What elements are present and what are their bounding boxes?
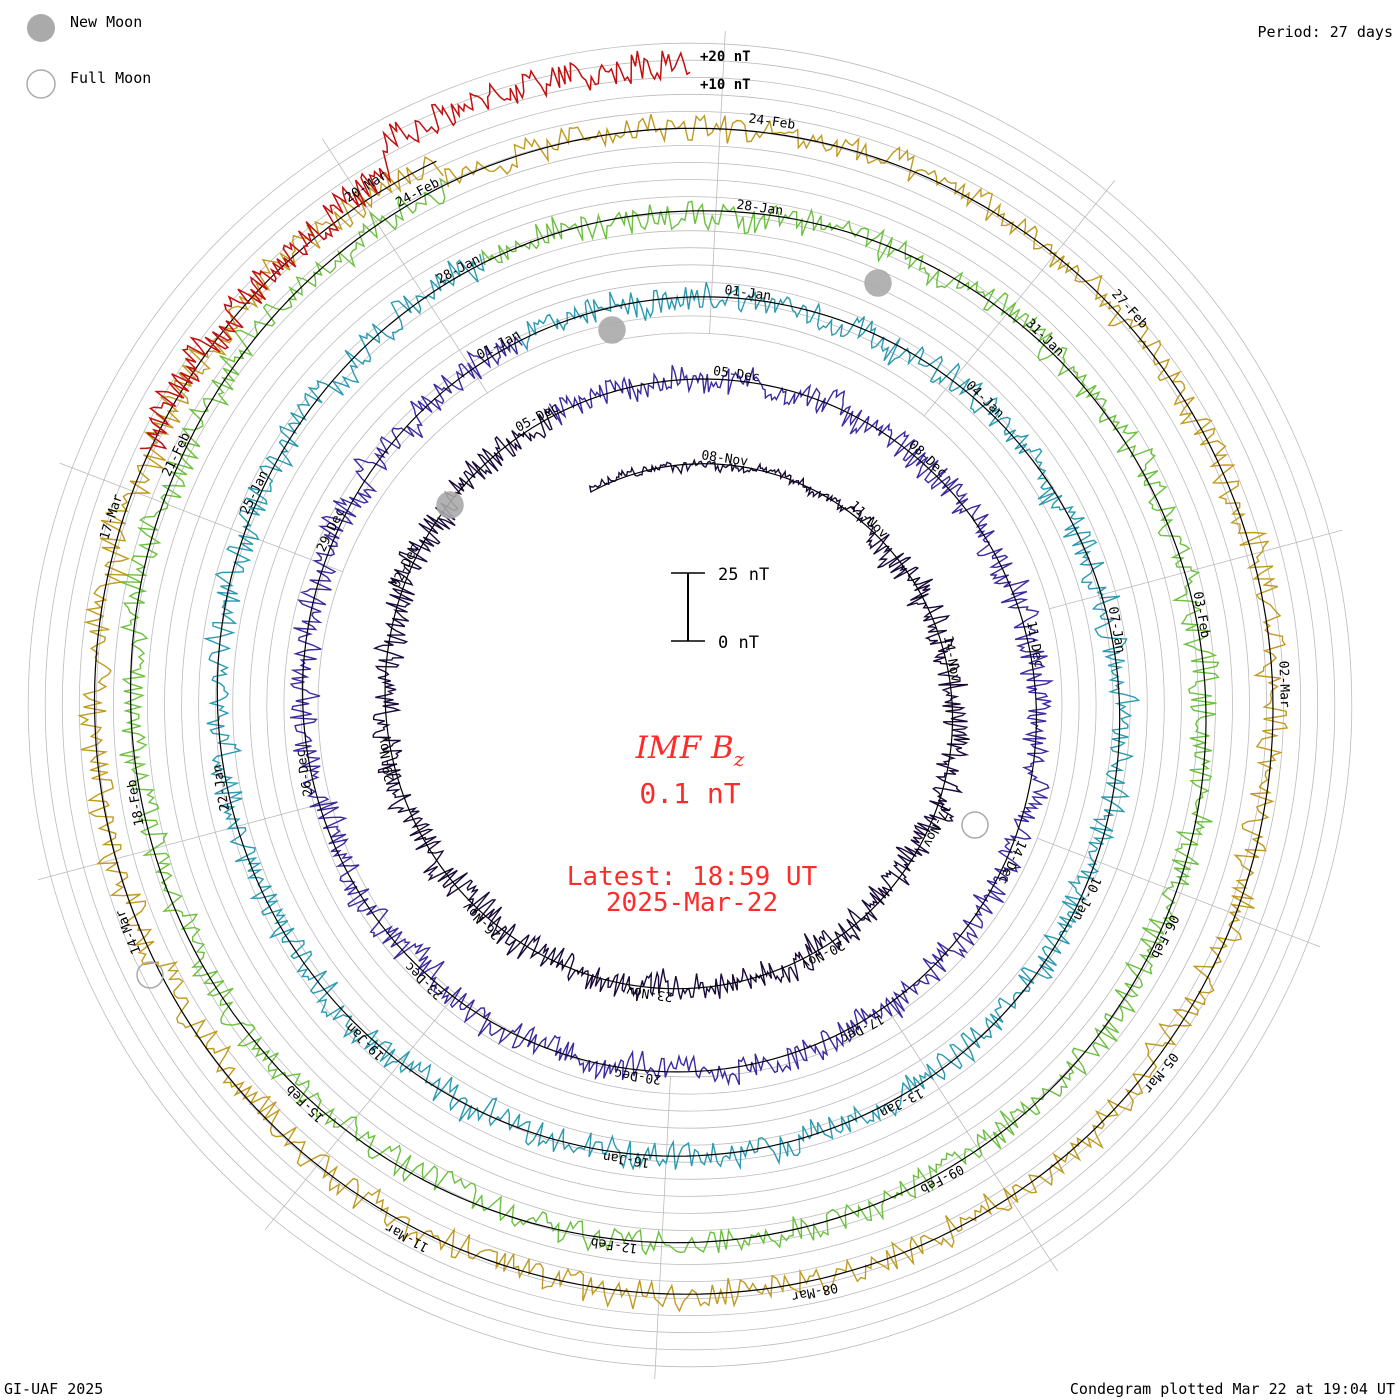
date-label: 14-Nov [940, 634, 963, 683]
grid-circle [147, 162, 1233, 1248]
grid-circle [78, 93, 1302, 1317]
date-label: 17-Dec [838, 1011, 887, 1046]
new-moon-marker [436, 491, 464, 519]
date-label: 20-Dec [614, 1065, 663, 1086]
grid-spoke [322, 138, 488, 394]
grid-spoke [923, 180, 1116, 417]
date-label: 16-Jan [602, 1148, 651, 1169]
date-label: 08-Nov [700, 448, 749, 469]
date-label: 02-Mar [1275, 661, 1292, 709]
date-label: 11-Dec [1023, 620, 1046, 669]
grid-circle [61, 76, 1319, 1334]
footer-credit: GI-UAF 2025 [4, 1380, 103, 1398]
grid-circle [283, 298, 1097, 1112]
scale-bar [671, 572, 705, 642]
date-label: 04-Jan [963, 378, 1007, 421]
new-moon-marker [598, 316, 626, 344]
date-label: 07-Jan [1105, 605, 1128, 654]
date-label: 18-Feb [125, 778, 148, 827]
date-label: 05-Dec [513, 400, 562, 435]
grid-circle [317, 332, 1063, 1078]
scale-bar-bottom-label: 0 nT [718, 633, 759, 653]
date-label: 05-Dec [712, 364, 761, 385]
date-label: 01-Jan [723, 283, 772, 304]
zero-baseline [130, 183, 1207, 1244]
grid-layer [27, 30, 1353, 1380]
new-moon-label: New Moon [70, 13, 142, 31]
full-moon-marker [961, 811, 989, 839]
grid-spoke [709, 30, 726, 334]
full-moon-marker [136, 961, 164, 989]
date-label: 19-Jan [343, 1019, 387, 1062]
series-rotation-5 [77, 114, 1289, 1313]
scale-label-top: +20 nT [700, 49, 751, 65]
grid-spoke [1049, 529, 1343, 610]
zero-baseline [216, 262, 1121, 1157]
latest-date: 2025-Mar-22 [606, 888, 778, 918]
full-moon-label: Full Moon [70, 69, 151, 87]
grid-circle [96, 111, 1284, 1299]
grid-circle [27, 42, 1353, 1368]
grid-spoke [59, 462, 343, 573]
date-label: 21-Feb [160, 430, 194, 479]
date-label: 14-Dec [995, 838, 1029, 887]
date-label: 24-Feb [394, 175, 443, 210]
grid-circle [44, 59, 1336, 1351]
scale-bar-top-label: 25 nT [718, 565, 769, 585]
grid-circle [164, 179, 1216, 1231]
date-label: 22-Jan [210, 763, 233, 812]
period-label: Period: 27 days [1258, 23, 1393, 41]
zero-baseline [301, 340, 1038, 1073]
grid-spoke [1037, 837, 1321, 948]
grid-spoke [654, 1076, 671, 1380]
series-rotation-6 [139, 50, 691, 450]
date-label: 14-Mar [113, 907, 145, 956]
date-label: 13-Jan [877, 1085, 926, 1120]
grid-circle [266, 281, 1114, 1129]
quantity-title: IMF Bz [635, 730, 745, 771]
date-label: 28-Jan [735, 198, 784, 219]
zero-baseline [93, 127, 1274, 1295]
latest-time: Latest: 18:59 UT [567, 862, 818, 892]
series-rotation-2 [289, 335, 1055, 1087]
scale-label-bottom: +10 nT [700, 77, 751, 93]
footer-plot-time: Condegram plotted Mar 22 at 19:04 UT [1070, 1380, 1395, 1398]
date-label: 24-Feb [748, 112, 797, 133]
date-label: 26-Dec [294, 748, 317, 797]
full-moon-icon [26, 69, 56, 99]
date-label: 23-Nov [625, 982, 674, 1003]
grid-spoke [264, 993, 457, 1230]
data-layer [77, 50, 1289, 1313]
grid-circle [232, 247, 1148, 1163]
date-label: 31-Jan [1022, 316, 1066, 359]
grid-spoke [37, 800, 331, 881]
grid-circle [249, 264, 1131, 1146]
series-rotation-1 [372, 406, 970, 1002]
date-label: 11-Nov [846, 498, 890, 542]
new-moon-icon [27, 14, 55, 42]
current-value: 0.1 nT [639, 777, 740, 810]
date-label: 29-Dec [314, 506, 348, 555]
grid-spoke [892, 1016, 1058, 1272]
date-label: 20-Nov [798, 937, 847, 972]
grid-circle [198, 213, 1182, 1197]
date-label: 25-Jan [238, 468, 272, 517]
new-moon-marker [864, 269, 892, 297]
date-label: 12-Feb [590, 1234, 639, 1255]
zero-baseline [384, 414, 954, 990]
